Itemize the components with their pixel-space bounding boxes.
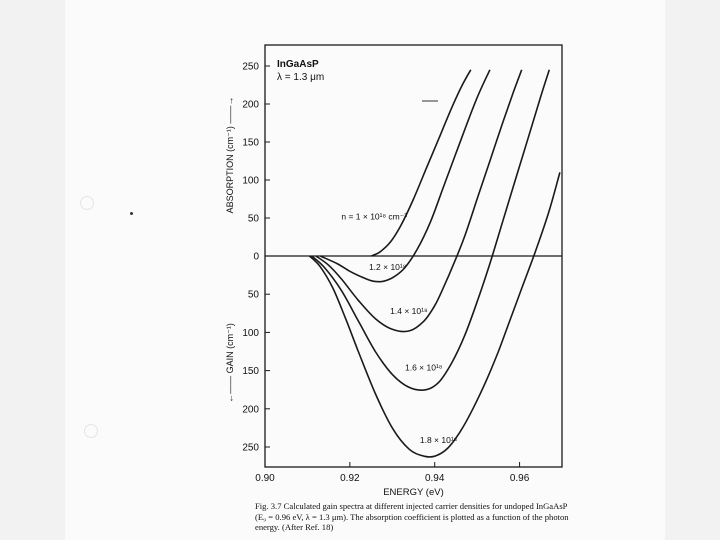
y-tick-label: 150 bbox=[242, 366, 259, 377]
x-tick-label: 0.96 bbox=[510, 473, 530, 484]
y-tick-label: 100 bbox=[242, 176, 259, 187]
x-tick-label: 0.94 bbox=[425, 473, 445, 484]
y-tick-label: 200 bbox=[242, 100, 259, 111]
curve-label-3: 1.4 × 10¹⁸ bbox=[390, 306, 428, 316]
chart-title: InGaAsP bbox=[277, 59, 319, 70]
x-tick-label: 0.90 bbox=[255, 473, 275, 484]
y-tick-label: 250 bbox=[242, 443, 259, 454]
x-axis-title: ENERGY (eV) bbox=[383, 487, 444, 498]
series-line-4 bbox=[311, 69, 551, 391]
scan-speck bbox=[80, 196, 94, 210]
y-tick-label: 0 bbox=[253, 252, 259, 263]
caption-line: energy. (After Ref. 18) bbox=[255, 522, 334, 532]
y-tick-label: 200 bbox=[242, 404, 259, 415]
y-tick-label: 50 bbox=[248, 290, 260, 301]
document-page: 250 200 150 100 50 0 50 100 150 200 250 0.90 0.92 0.9… bbox=[65, 0, 665, 540]
y-tick-label: 100 bbox=[242, 328, 259, 339]
series-line-5 bbox=[308, 172, 561, 458]
y-axis-title-gain: ←—— GAIN (cm⁻¹) bbox=[225, 323, 235, 403]
scan-speck bbox=[130, 212, 133, 215]
scan-speck bbox=[84, 424, 98, 438]
caption-line: (E₉ = 0.96 eV, λ = 1.3 μm). The absorpti… bbox=[255, 511, 569, 522]
curve-label-5: 1.8 × 10¹⁸ bbox=[420, 435, 458, 445]
curve-label-2: 1.2 × 10¹⁸ bbox=[369, 262, 407, 272]
curve-label-4: 1.6 × 10¹⁸ bbox=[405, 363, 443, 373]
series-line-3 bbox=[315, 69, 523, 333]
y-tick-label: 250 bbox=[242, 62, 259, 73]
curve-label-1: n = 1 × 10¹⁸ cm⁻³ bbox=[341, 212, 407, 222]
x-tick-label: 0.92 bbox=[340, 473, 360, 484]
gain-spectra-chart: 250 200 150 100 50 0 50 100 150 200 250 0.90 0.92 0.9… bbox=[225, 44, 563, 498]
y-axis-title-absorption: ABSORPTION (cm⁻¹) ——→ bbox=[225, 97, 235, 214]
figure-caption: Fig. 3.7 Calculated gain spectra at diff… bbox=[255, 501, 675, 533]
y-tick-label: 50 bbox=[248, 214, 260, 225]
caption-line: Fig. 3.7 Calculated gain spectra at diff… bbox=[255, 501, 568, 511]
y-tick-label: 150 bbox=[242, 138, 259, 149]
chart-subtitle: λ = 1.3 μm bbox=[277, 72, 324, 83]
series-line-1 bbox=[370, 69, 472, 257]
series-line-2 bbox=[319, 69, 491, 283]
